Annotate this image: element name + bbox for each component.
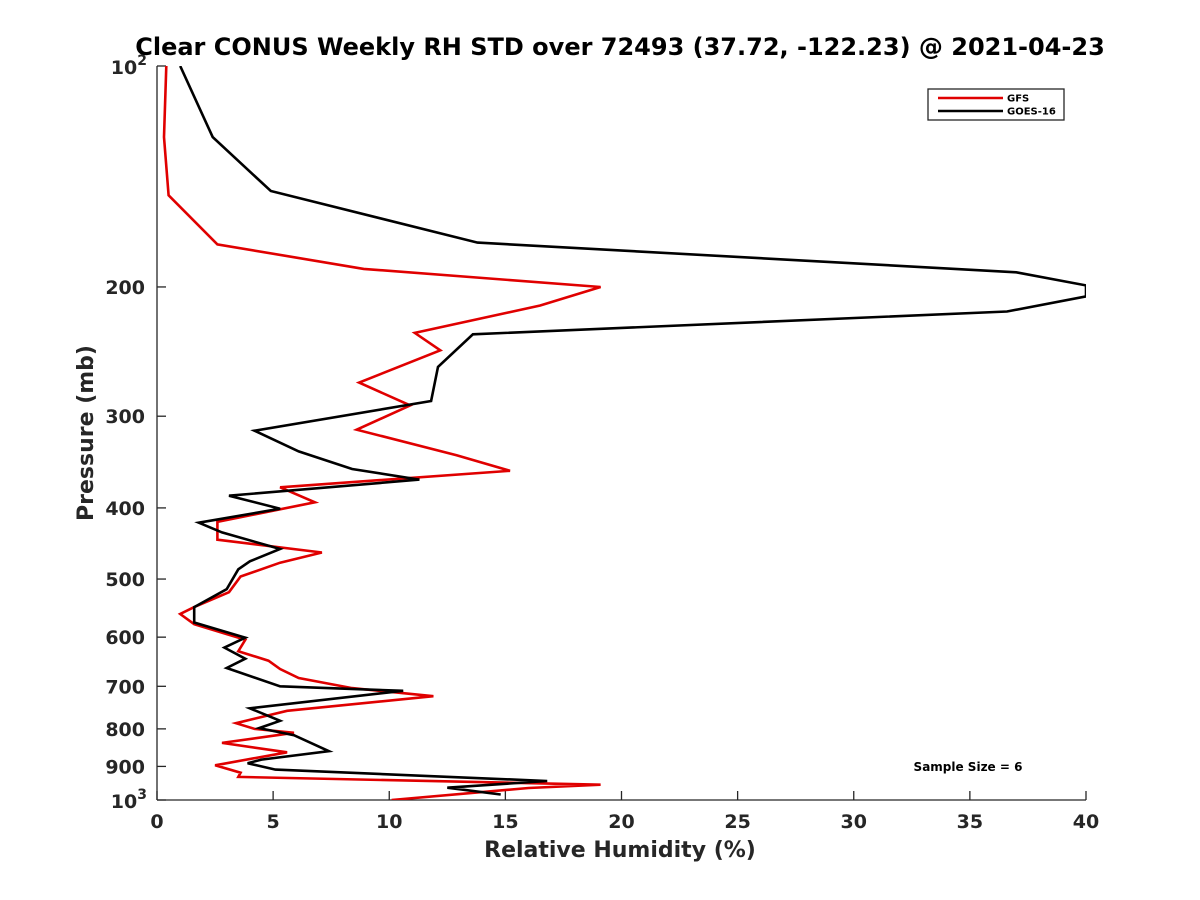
y-tick-label: 400 <box>105 498 145 520</box>
x-tick-label: 30 <box>841 811 867 833</box>
y-tick-label: 900 <box>105 756 145 778</box>
legend-label: GFS <box>1007 94 1029 105</box>
x-tick-label: 25 <box>724 811 750 833</box>
y-axis-title: Pressure (mb) <box>74 345 99 521</box>
x-tick-label: 40 <box>1073 811 1099 833</box>
series-line-goes-16 <box>179 66 1086 796</box>
y-tick-label: 103 <box>111 787 147 813</box>
x-tick-label: 10 <box>376 811 402 833</box>
y-tick-label: 200 <box>105 277 145 299</box>
legend-box <box>927 88 1065 121</box>
y-tick-label: 800 <box>105 719 145 741</box>
chart-title: Clear CONUS Weekly RH STD over 72493 (37… <box>135 33 1105 61</box>
y-tick-label: 102 <box>111 53 147 79</box>
x-tick-label: 5 <box>267 811 280 833</box>
y-tick-label: 600 <box>105 627 145 649</box>
y-tick-label: 500 <box>105 569 145 591</box>
x-tick-label: 35 <box>957 811 983 833</box>
plot-area: 0 5 10 15 20 25 30 35 40 102 200 300 400 500 600 700 800… <box>105 53 1099 833</box>
y-tick-label: 300 <box>105 406 145 428</box>
series-line-gfs <box>162 66 601 800</box>
x-tick-label: 0 <box>150 811 163 833</box>
legend: GFS GOES-16 <box>927 88 1065 121</box>
x-tick-label: 15 <box>492 811 518 833</box>
y-tick-label: 700 <box>105 676 145 698</box>
legend-label: GOES-16 <box>1007 107 1056 118</box>
sample-size-annotation: Sample Size = 6 <box>914 760 1023 774</box>
x-tick-label: 20 <box>608 811 634 833</box>
x-axis-title: Relative Humidity (%) <box>484 838 756 863</box>
